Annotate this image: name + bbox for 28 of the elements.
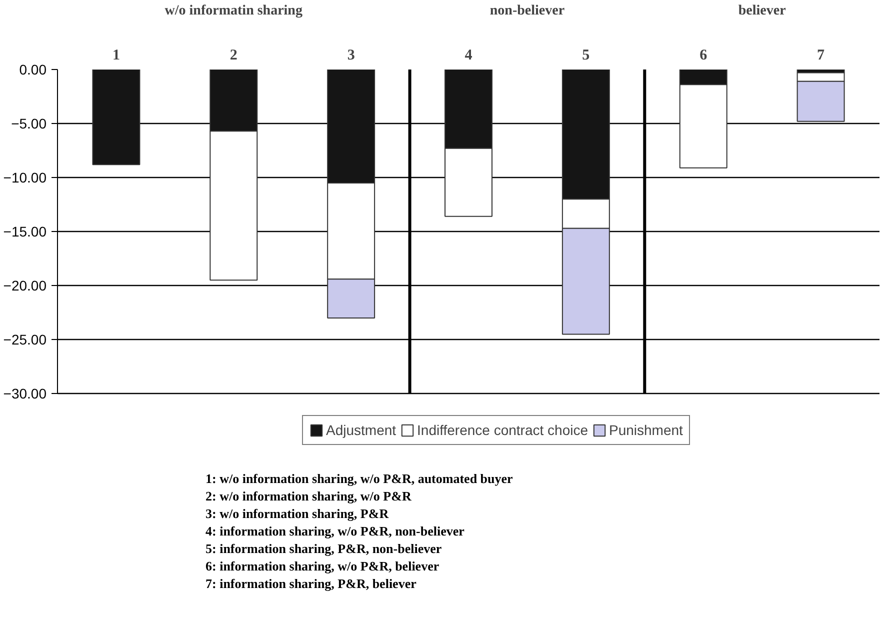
text: 7: information sharing, P&R, believer: [206, 576, 417, 592]
y-tick-label: −15.00: [3, 224, 47, 240]
legend-label: Adjustment: [326, 422, 396, 438]
x-tick-label: 3: [347, 48, 355, 64]
text: w/o informatin sharing: [164, 4, 302, 18]
text: 1: w/o information sharing, w/o P&R, automated buyer: [206, 471, 514, 486]
legend-label: Punishment: [609, 422, 683, 438]
text: non-believer: [490, 4, 565, 18]
y-tick-label: −30.00: [3, 386, 47, 402]
y-tick-label: −20.00: [3, 278, 47, 294]
y-tick-label: −10.00: [3, 170, 47, 186]
text: 4: information sharing, w/o P&R, non-believer: [206, 524, 465, 539]
bar: [92, 70, 140, 166]
text: 3: w/o information sharing, P&R: [206, 506, 390, 522]
x-tick-label: 4: [464, 48, 473, 64]
text: 6: information sharing, w/o P&R, believer: [206, 558, 440, 574]
y-tick-label: −25.00: [3, 332, 47, 348]
text: believer: [738, 4, 786, 18]
legend-label: Indifference contract choice: [417, 422, 588, 438]
text: 5: information sharing, P&R, non-believer: [206, 541, 442, 556]
x-tick-label: 7: [817, 48, 826, 64]
text: 2: w/o information sharing, w/o P&R: [206, 488, 412, 504]
x-tick-label: 6: [700, 48, 708, 64]
x-tick-label: 2: [230, 48, 238, 64]
y-tick-label: 0.00: [19, 62, 47, 78]
x-tick-label: 5: [582, 48, 590, 64]
x-tick-label: 1: [112, 48, 120, 64]
y-tick-label: −5.00: [11, 116, 47, 132]
